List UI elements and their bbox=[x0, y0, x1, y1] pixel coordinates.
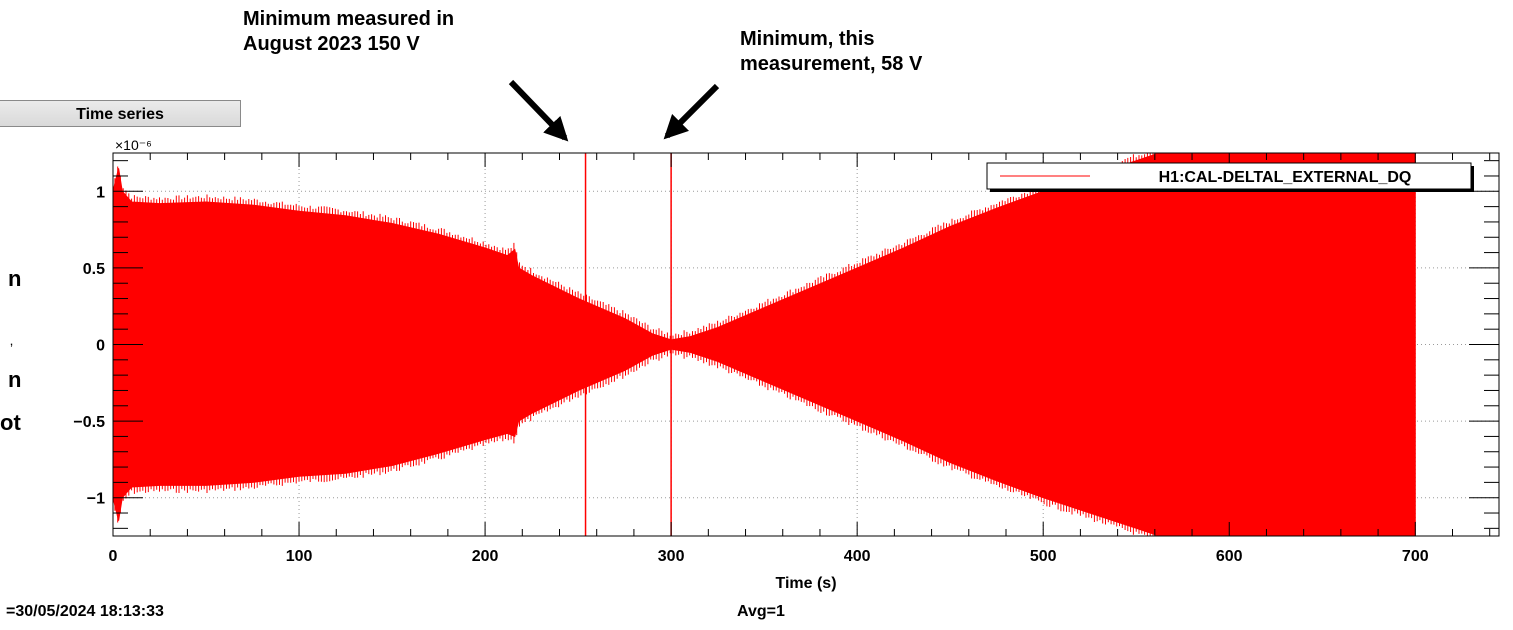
y-multiplier-label: ×10⁻⁶ bbox=[115, 137, 152, 153]
annotation-august-minimum: Minimum measured in August 2023 150 V bbox=[243, 7, 454, 57]
x-tick-label: 0 bbox=[109, 548, 118, 565]
marker-lines bbox=[584, 153, 672, 536]
y-tick-label: −0.5 bbox=[73, 414, 105, 431]
x-tick-label: 400 bbox=[844, 548, 871, 565]
legend: H1:CAL-DELTAL_EXTERNAL_DQ bbox=[986, 162, 1474, 192]
annotation-line: measurement, 58 V bbox=[740, 53, 923, 75]
x-tick-label: 200 bbox=[472, 548, 499, 565]
annotation-this-minimum: Minimum, this measurement, 58 V bbox=[740, 27, 922, 77]
left-fragment-text: ʼ bbox=[10, 341, 14, 357]
signal-edge-oscillation bbox=[114, 153, 1165, 536]
y-tick-label: 0.5 bbox=[83, 261, 105, 278]
signal-layer bbox=[113, 153, 1416, 536]
legend-label: H1:CAL-DELTAL_EXTERNAL_DQ bbox=[1159, 169, 1412, 186]
x-tick-label: 300 bbox=[658, 548, 685, 565]
x-tick-label: 100 bbox=[286, 548, 313, 565]
left-fragment-text: ot bbox=[0, 410, 21, 435]
footer-timestamp: =30/05/2024 18:13:33 bbox=[6, 603, 164, 620]
arrow-to-august-minimum bbox=[508, 79, 569, 142]
x-tick-label: 600 bbox=[1216, 548, 1243, 565]
y-tick-label: −1 bbox=[87, 491, 105, 508]
tab-time-series[interactable]: Time series bbox=[0, 100, 241, 127]
annotation-line: August 2023 150 V bbox=[243, 33, 420, 55]
axis-ticks: 0 100 200 300 400 500 600 700 −1 −0.5 0 0.5 1 bbox=[73, 153, 1499, 565]
annotation-line: Minimum measured in bbox=[243, 8, 455, 30]
annotation-line: Minimum, this bbox=[740, 28, 875, 50]
arrow-to-this-minimum bbox=[663, 83, 720, 140]
y-tick-label: 0 bbox=[96, 338, 105, 355]
left-fragment-text: n bbox=[8, 266, 22, 291]
x-tick-label: 500 bbox=[1030, 548, 1057, 565]
y-tick-label: 1 bbox=[96, 184, 105, 201]
signal-envelope bbox=[113, 153, 1416, 536]
left-fragment-text: n bbox=[8, 367, 22, 392]
footer-average: Avg=1 bbox=[737, 603, 785, 620]
x-axis-title: Time (s) bbox=[775, 575, 836, 592]
x-tick-label: 700 bbox=[1402, 548, 1429, 565]
